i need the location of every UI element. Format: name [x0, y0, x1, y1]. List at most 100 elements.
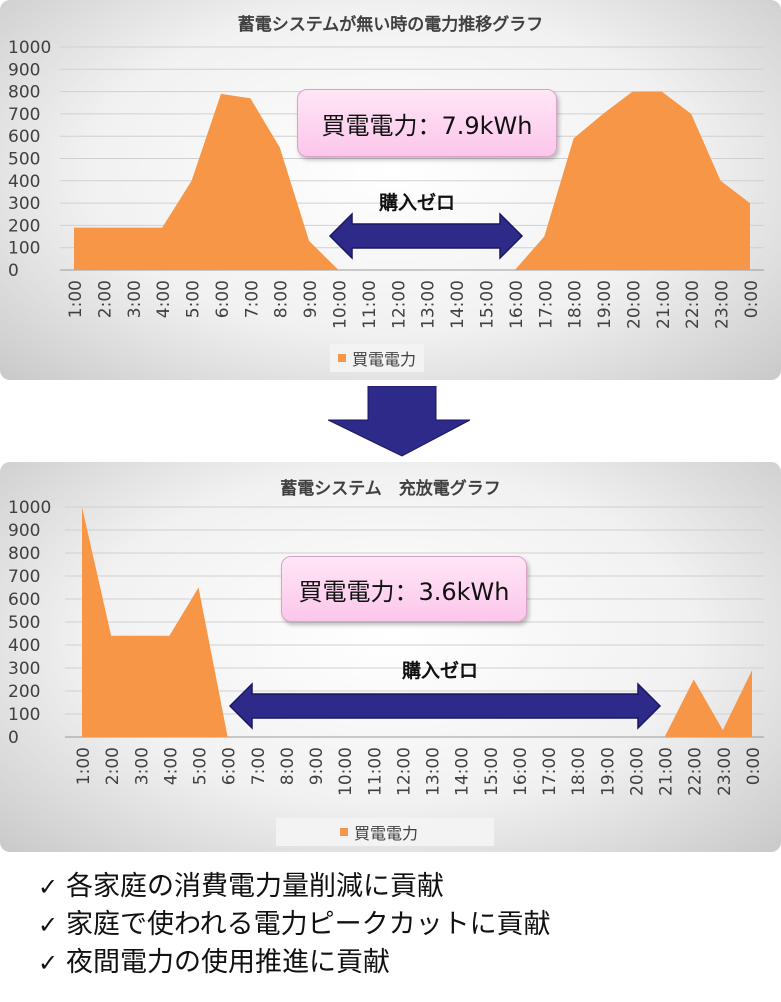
zero-purchase-label: 購入ゼロ	[379, 192, 456, 214]
area-series-purchased-power	[82, 507, 752, 737]
chart-panel-no-storage: 0 100 200 300 400 500 600 700 800 900 1000 1:00 2:00…	[0, 0, 781, 380]
benefit-item: ✓ 各家庭の消費電力量削減に貢献	[38, 868, 551, 906]
x-tick-label: 18:00	[569, 747, 589, 796]
chart-with-storage: 0 100 200 300 400 500 600 700 800 900 1000 1:00 2:00…	[8, 498, 764, 796]
x-tick-label: 23:00	[715, 747, 735, 796]
x-tick-label: 22:00	[686, 747, 706, 796]
y-tick-label: 300	[8, 659, 40, 679]
y-tick-label: 700	[8, 105, 40, 125]
x-tick-label: 20:00	[624, 280, 644, 329]
double-arrow-icon	[328, 212, 524, 260]
x-tick-label: 11:00	[360, 280, 380, 329]
y-tick-label: 600	[8, 590, 40, 610]
benefit-list: ✓ 各家庭の消費電力量削減に貢献 ✓ 家庭で使われる電力ピークカットに貢献 ✓ 夜間電…	[38, 868, 551, 982]
x-tick-label: 16:00	[511, 747, 531, 796]
y-tick-label: 800	[8, 544, 40, 564]
x-tick-label: 22:00	[683, 280, 703, 329]
x-tick-label: 1:00	[66, 280, 86, 318]
legend-label: 買電電力	[352, 350, 417, 369]
legend-label: 買電電力	[354, 824, 419, 843]
x-tick-label: 15:00	[482, 747, 502, 796]
callout-purchased-power: 買電電力：7.9kWh	[297, 89, 557, 157]
x-tick-label: 6:00	[220, 747, 240, 785]
double-arrow-icon	[228, 682, 662, 730]
x-tick-label: 10:00	[336, 747, 356, 796]
y-tick-label: 1000	[8, 498, 51, 518]
x-tick-label: 4:00	[154, 280, 174, 318]
y-tick-label: 600	[8, 127, 40, 147]
chart-panel-with-storage: 0 100 200 300 400 500 600 700 800 900 1000 1:00 2:00…	[0, 462, 781, 852]
x-tick-label: 7:00	[242, 280, 262, 318]
x-tick-label: 19:00	[598, 747, 618, 796]
y-tick-label: 0	[8, 728, 19, 748]
x-tick-label: 16:00	[507, 280, 527, 329]
y-tick-label: 900	[8, 60, 40, 80]
x-tick-label: 18:00	[566, 280, 586, 329]
check-icon: ✓	[38, 911, 59, 939]
x-tick-label: 0:00	[744, 747, 764, 785]
benefit-text: 夜間電力の使用推進に貢献	[66, 947, 390, 978]
y-tick-label: 500	[8, 150, 40, 170]
area-series-purchased-power	[74, 91, 750, 270]
x-tick-label: 5:00	[191, 747, 211, 785]
check-icon: ✓	[38, 873, 59, 901]
x-tick-label: 2:00	[103, 747, 123, 785]
zero-purchase-label: 購入ゼロ	[402, 660, 479, 682]
x-tick-label: 12:00	[394, 747, 414, 796]
x-tick-label: 1:00	[74, 747, 94, 785]
check-icon: ✓	[38, 949, 59, 977]
y-tick-label: 800	[8, 83, 40, 103]
benefit-text: 家庭で使われる電力ピークカットに貢献	[66, 909, 551, 940]
x-tick-label: 9:00	[301, 280, 321, 318]
x-tick-label: 10:00	[331, 280, 351, 329]
y-tick-label: 500	[8, 613, 40, 633]
y-tick-label: 400	[8, 172, 40, 192]
legend: 買電電力	[330, 344, 425, 372]
chart-title: 蓄電システム 充放電グラフ	[280, 479, 501, 499]
y-tick-label: 1000	[8, 38, 51, 58]
x-tick-label: 4:00	[161, 747, 181, 785]
x-tick-label: 23:00	[713, 280, 733, 329]
y-tick-label: 200	[8, 216, 40, 236]
x-tick-label: 13:00	[419, 280, 439, 329]
y-tick-label: 900	[8, 521, 40, 541]
x-tick-label: 9:00	[307, 747, 327, 785]
x-tick-label: 15:00	[477, 280, 497, 329]
x-tick-label: 5:00	[184, 280, 204, 318]
callout-purchased-power: 買電電力：3.6kWh	[281, 556, 527, 622]
benefit-text: 各家庭の消費電力量削減に貢献	[66, 871, 444, 902]
x-tick-label: 17:00	[540, 747, 560, 796]
y-tick-label: 300	[8, 194, 40, 214]
x-tick-label: 11:00	[365, 747, 385, 796]
down-arrow-icon	[328, 386, 470, 457]
y-tick-label: 700	[8, 567, 40, 587]
x-tick-label: 20:00	[627, 747, 647, 796]
chart-title: 蓄電システムが無い時の電力推移グラフ	[237, 15, 544, 35]
y-tick-label: 100	[8, 239, 40, 259]
x-tick-label: 14:00	[453, 747, 473, 796]
legend-swatch	[338, 354, 346, 362]
y-tick-label: 200	[8, 682, 40, 702]
benefit-item: ✓ 家庭で使われる電力ピークカットに貢献	[38, 906, 551, 944]
x-tick-label: 19:00	[595, 280, 615, 329]
x-tick-label: 17:00	[536, 280, 556, 329]
y-tick-label: 0	[8, 261, 19, 281]
y-tick-label: 400	[8, 636, 40, 656]
x-tick-label: 3:00	[125, 280, 145, 318]
x-tick-label: 6:00	[213, 280, 233, 318]
x-tick-label: 21:00	[654, 280, 674, 329]
legend-swatch	[340, 828, 348, 836]
x-tick-label: 8:00	[272, 280, 292, 318]
x-tick-label: 2:00	[95, 280, 115, 318]
x-tick-label: 21:00	[657, 747, 677, 796]
x-tick-label: 14:00	[448, 280, 468, 329]
legend: 買電電力	[276, 818, 494, 846]
benefit-item: ✓ 夜間電力の使用推進に貢献	[38, 944, 551, 982]
x-tick-label: 3:00	[132, 747, 152, 785]
x-tick-label: 12:00	[389, 280, 409, 329]
x-tick-label: 8:00	[278, 747, 298, 785]
x-tick-label: 0:00	[742, 280, 762, 318]
x-tick-label: 7:00	[249, 747, 269, 785]
y-tick-label: 100	[8, 705, 40, 725]
